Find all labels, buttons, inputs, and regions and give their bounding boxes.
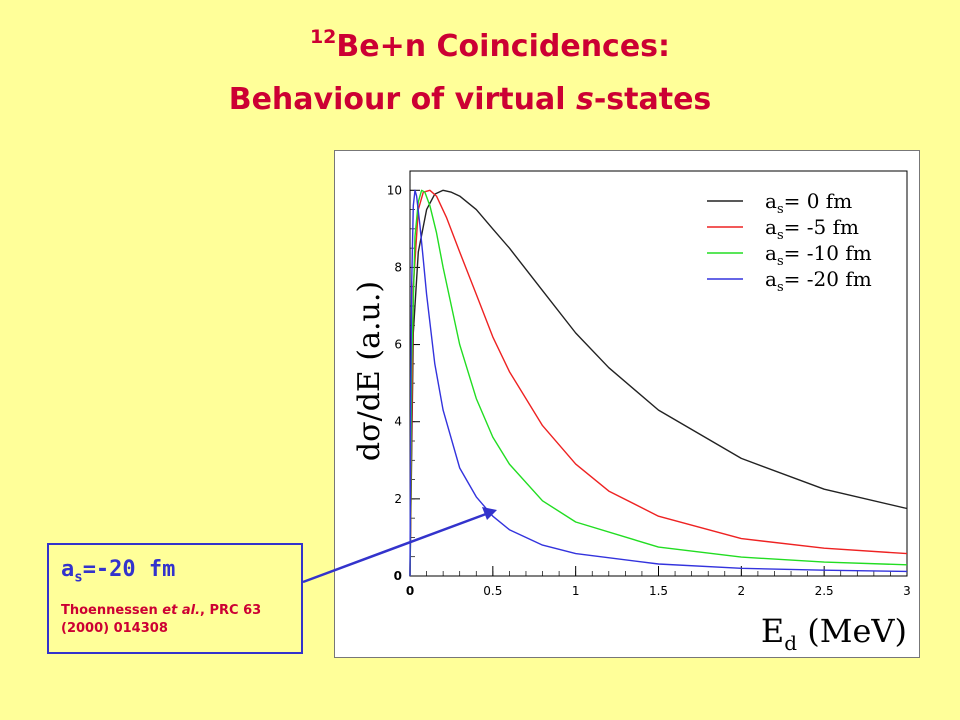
y-tick-label: 6 (394, 338, 402, 352)
series-line (409, 189, 908, 577)
callout-box: as=-20 fm Thoennessen et al., PRC 63 (200… (47, 543, 303, 654)
x-tick-label: 1.5 (649, 584, 668, 598)
ref-author: Thoennessen (61, 603, 163, 618)
title2-pre: Behaviour of virtual (228, 82, 576, 117)
y-tick-label: 0 (394, 569, 402, 583)
series-line (409, 189, 908, 577)
title2-post: -states (593, 82, 712, 117)
slide-title-line1: 12Be+n Coincidences: (10, 26, 960, 64)
x-tick-label: 2 (738, 584, 746, 598)
legend-label: as= -20 fm (765, 267, 872, 295)
ref-journal: , PRC 63 (200, 603, 262, 618)
slide-title-line2: Behaviour of virtual s-states (0, 82, 950, 117)
x-tick-label: 1 (572, 584, 580, 598)
reference-text: Thoennessen et al., PRC 63 (2000) 014308 (61, 602, 261, 638)
y-tick-label: 8 (394, 260, 402, 274)
ref-etal: et al. (162, 603, 201, 618)
y-tick-label: 2 (394, 492, 402, 506)
series-line (409, 189, 908, 577)
title-main-text: Be+n Coincidences: (336, 29, 671, 64)
legend-label: as= 0 fm (765, 189, 852, 217)
legend-label: as= -10 fm (765, 241, 872, 269)
callout-a: a (61, 557, 75, 582)
mass-number: 12 (309, 26, 337, 48)
callout-number: =-20 fm (82, 557, 176, 582)
x-axis-label: Ed (MeV) (761, 612, 907, 655)
x-tick-label: 0.5 (483, 584, 502, 598)
callout-value: as=-20 fm (61, 557, 175, 585)
series-line (409, 189, 908, 577)
legend-label: as= -5 fm (765, 215, 859, 243)
chart-svg: 0 0.5 1 1.5 2 2.5 3 0 2 4 6 8 10 dσ/dE (a.u.) Ed (MeV)… (352, 170, 911, 655)
x-tick-label: 0 (406, 584, 414, 598)
ref-id: (2000) 014308 (61, 621, 168, 636)
title2-italic: s (575, 82, 594, 117)
y-tick-label: 10 (387, 183, 402, 197)
y-tick-label: 4 (394, 415, 402, 429)
y-axis-label: dσ/dE (a.u.) (352, 281, 387, 461)
callout-sub: s (74, 569, 83, 586)
x-tick-label: 3 (903, 584, 911, 598)
x-tick-label: 2.5 (815, 584, 834, 598)
chart-panel: 0 0.5 1 1.5 2 2.5 3 0 2 4 6 8 10 dσ/dE (a.u.) Ed (MeV)… (334, 150, 920, 658)
